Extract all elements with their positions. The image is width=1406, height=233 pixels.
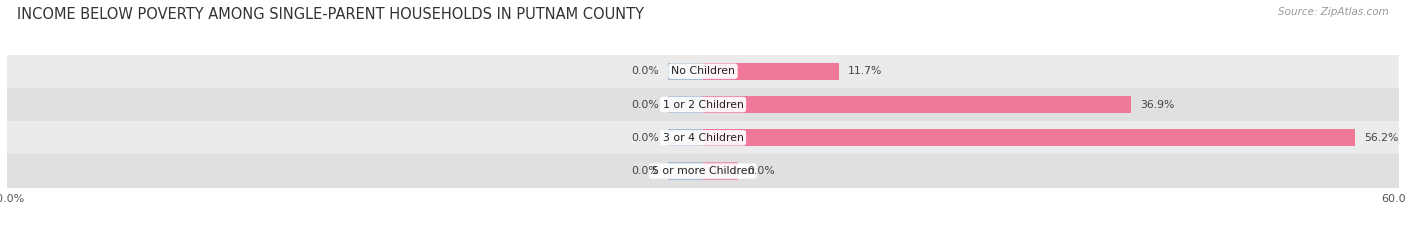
Bar xyxy=(668,63,703,80)
Bar xyxy=(703,129,1355,147)
Bar xyxy=(668,129,703,147)
Text: 36.9%: 36.9% xyxy=(1140,99,1174,110)
Text: No Children: No Children xyxy=(671,66,735,76)
Text: 0.0%: 0.0% xyxy=(631,99,659,110)
Bar xyxy=(7,121,1399,154)
Text: 11.7%: 11.7% xyxy=(848,66,883,76)
Text: 1 or 2 Children: 1 or 2 Children xyxy=(662,99,744,110)
Text: 3 or 4 Children: 3 or 4 Children xyxy=(662,133,744,143)
Bar xyxy=(668,96,703,113)
Bar xyxy=(703,96,1130,113)
Text: INCOME BELOW POVERTY AMONG SINGLE-PARENT HOUSEHOLDS IN PUTNAM COUNTY: INCOME BELOW POVERTY AMONG SINGLE-PARENT… xyxy=(17,7,644,22)
Bar xyxy=(668,162,703,180)
Text: 0.0%: 0.0% xyxy=(631,166,659,176)
Bar xyxy=(7,55,1399,88)
Text: 56.2%: 56.2% xyxy=(1364,133,1399,143)
Text: 0.0%: 0.0% xyxy=(631,133,659,143)
Text: Source: ZipAtlas.com: Source: ZipAtlas.com xyxy=(1278,7,1389,17)
Text: 0.0%: 0.0% xyxy=(747,166,775,176)
Bar xyxy=(7,154,1399,188)
Bar xyxy=(703,162,738,180)
Text: 5 or more Children: 5 or more Children xyxy=(652,166,754,176)
Bar xyxy=(703,63,839,80)
Text: 0.0%: 0.0% xyxy=(631,66,659,76)
Bar xyxy=(7,88,1399,121)
